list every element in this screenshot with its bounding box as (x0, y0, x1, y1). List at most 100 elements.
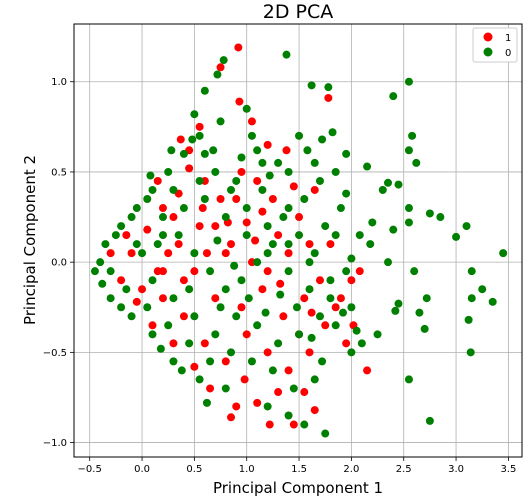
data-point-series-1 (221, 249, 230, 258)
data-point-series-0 (415, 308, 424, 317)
data-point-series-0 (158, 213, 167, 222)
data-point-series-0 (117, 222, 126, 231)
data-point-series-0 (342, 267, 351, 276)
data-point-series-0 (339, 308, 348, 317)
data-point-series-0 (258, 185, 267, 194)
data-point-series-0 (363, 162, 372, 171)
data-point-series-0 (127, 312, 136, 321)
data-point-series-0 (244, 294, 253, 303)
data-point-series-1 (237, 167, 246, 176)
legend-label-series-0: 0 (505, 48, 511, 59)
data-point-series-0 (190, 110, 199, 119)
data-point-series-1 (232, 402, 241, 411)
data-point-series-0 (389, 92, 398, 101)
data-point-series-0 (466, 348, 475, 357)
data-point-series-1 (258, 285, 267, 294)
data-point-series-0 (276, 290, 285, 299)
data-point-series-0 (230, 261, 239, 270)
data-point-series-0 (211, 167, 220, 176)
data-point-series-0 (310, 249, 319, 258)
data-point-series-0 (342, 149, 351, 158)
data-point-series-0 (213, 70, 222, 79)
data-point-series-1 (307, 308, 316, 317)
data-point-series-0 (221, 213, 230, 222)
data-point-series-1 (164, 249, 173, 258)
data-point-series-0 (321, 222, 330, 231)
data-point-series-1 (117, 276, 126, 285)
data-point-series-0 (111, 231, 120, 240)
data-point-series-1 (274, 388, 283, 397)
data-point-series-0 (295, 131, 304, 140)
data-point-series-1 (237, 303, 246, 312)
data-point-series-1 (289, 420, 298, 429)
data-point-series-1 (326, 240, 335, 249)
y-tick-label: 0.5 (51, 167, 67, 178)
data-point-series-1 (227, 413, 236, 422)
data-point-series-0 (307, 81, 316, 90)
data-point-series-0 (464, 315, 473, 324)
data-point-series-0 (138, 249, 147, 258)
data-point-series-0 (355, 231, 364, 240)
data-point-series-0 (253, 258, 262, 267)
data-point-series-1 (263, 348, 272, 357)
data-point-series-0 (158, 231, 167, 240)
data-point-series-0 (98, 279, 107, 288)
data-point-series-1 (268, 195, 277, 204)
data-point-series-0 (310, 158, 319, 167)
data-point-series-1 (315, 276, 324, 285)
data-point-series-0 (279, 213, 288, 222)
data-point-series-0 (200, 86, 209, 95)
data-point-series-0 (148, 185, 157, 194)
data-point-series-0 (127, 213, 136, 222)
data-point-series-1 (263, 140, 272, 149)
data-point-series-0 (153, 240, 162, 249)
data-point-series-0 (295, 231, 304, 240)
data-point-series-1 (158, 267, 167, 276)
data-point-series-0 (425, 416, 434, 425)
x-tick-label: −0.5 (78, 464, 102, 475)
chart-title: 2D PCA (263, 1, 333, 23)
data-point-series-0 (148, 276, 157, 285)
data-point-series-1 (331, 303, 340, 312)
data-point-series-1 (153, 176, 162, 185)
data-point-series-0 (179, 149, 188, 158)
data-point-series-0 (247, 131, 256, 140)
data-point-series-1 (279, 312, 288, 321)
data-point-series-1 (176, 135, 185, 144)
data-point-series-1 (234, 43, 243, 52)
data-point-series-0 (425, 209, 434, 218)
data-point-series-0 (488, 297, 497, 306)
data-point-series-0 (216, 303, 225, 312)
data-point-series-0 (242, 204, 251, 213)
data-point-series-0 (232, 312, 241, 321)
data-point-series-1 (300, 294, 309, 303)
data-point-series-0 (195, 131, 204, 140)
data-point-series-0 (261, 308, 270, 317)
data-point-series-1 (253, 398, 262, 407)
data-point-series-0 (221, 285, 230, 294)
data-point-series-0 (352, 326, 361, 335)
data-point-series-0 (106, 294, 115, 303)
data-point-series-1 (258, 207, 267, 216)
data-point-series-1 (158, 204, 167, 213)
data-point-series-1 (247, 117, 256, 126)
data-point-series-1 (127, 249, 136, 258)
data-point-series-0 (307, 333, 316, 342)
data-point-series-0 (331, 231, 340, 240)
y-tick-label: −1.0 (43, 438, 67, 449)
data-point-series-0 (146, 171, 155, 180)
x-tick-label: 1.0 (239, 464, 255, 475)
data-point-series-0 (404, 146, 413, 155)
data-point-series-0 (232, 176, 241, 185)
data-point-series-1 (282, 146, 291, 155)
x-tick-label: 2.0 (343, 464, 359, 475)
data-point-series-1 (324, 93, 333, 102)
data-point-series-0 (462, 222, 471, 231)
data-point-series-0 (357, 339, 366, 348)
data-point-series-1 (235, 97, 244, 106)
data-point-series-1 (305, 348, 314, 357)
data-point-series-0 (164, 321, 173, 330)
data-point-series-0 (394, 299, 403, 308)
data-point-series-1 (251, 236, 260, 245)
